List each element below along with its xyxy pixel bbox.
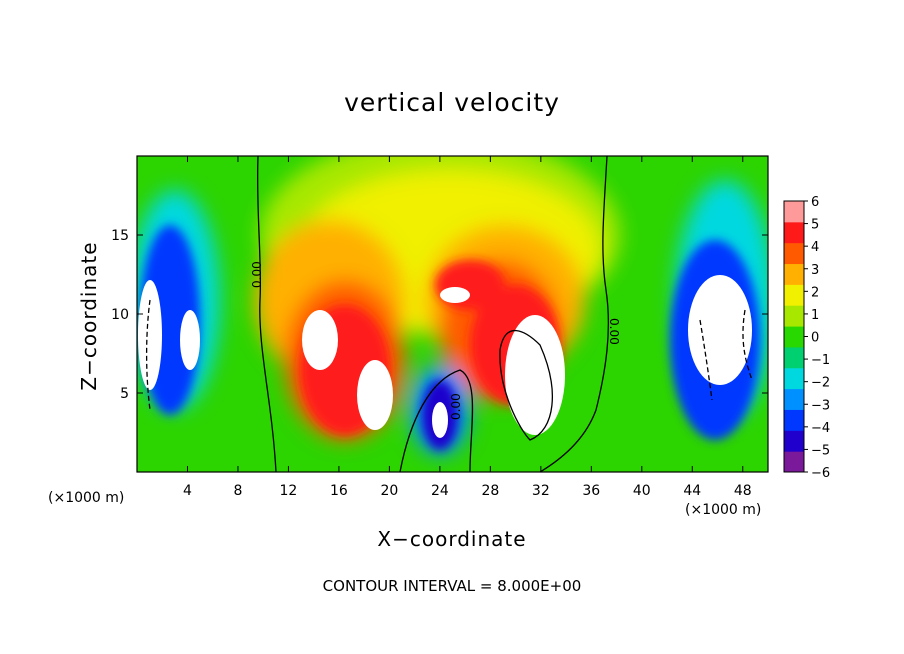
downdraft-core-mid xyxy=(432,402,448,438)
x-axis-label: X−coordinate xyxy=(377,527,527,551)
y-tick-label: 15 xyxy=(111,228,129,244)
colorbar-swatch xyxy=(784,326,804,348)
colorbar-swatch xyxy=(784,388,804,410)
x-tick-label: 12 xyxy=(280,483,298,499)
x-tick-label: 20 xyxy=(380,483,398,499)
colorbar-swatch xyxy=(784,242,804,265)
colorbar-swatch xyxy=(784,305,804,327)
y-axis: 5 10 15 xyxy=(111,228,768,402)
colorbar-tick-label: −4 xyxy=(811,421,830,436)
downdraft-core-left xyxy=(138,280,162,390)
updraft-core-2 xyxy=(357,360,393,430)
contour-lines xyxy=(145,156,753,472)
colorbar-swatch xyxy=(784,346,804,369)
y-tick-label: 5 xyxy=(120,386,129,402)
x-tick-label: 32 xyxy=(532,483,550,499)
x-tick-label: 44 xyxy=(683,483,701,499)
x-tick-label: 40 xyxy=(633,483,651,499)
colorbar-swatch xyxy=(784,430,804,452)
colorbar-swatch xyxy=(784,221,804,244)
zero-contour-right xyxy=(539,156,610,472)
downdraft-contour-right-1 xyxy=(699,319,713,401)
contour-label-mid: 0.00 xyxy=(449,393,463,420)
downdraft-core-right xyxy=(688,275,752,385)
updraft-core-4 xyxy=(440,287,470,303)
contour-label-right: 0.00 xyxy=(607,318,621,345)
colorbar-tick-label: 1 xyxy=(811,308,819,323)
colorbar-tick-label: 0 xyxy=(811,331,819,346)
downdraft-contour-left xyxy=(145,299,151,411)
x-tick-label: 8 xyxy=(233,483,242,499)
x-tick-label: 4 xyxy=(183,483,192,499)
x-tick-label: 36 xyxy=(582,483,600,499)
x-tick-label: 16 xyxy=(330,483,348,499)
colorbar-tick-label: 3 xyxy=(811,263,819,278)
velocity-field: 0.00 0.00 0.00 xyxy=(137,156,768,472)
colorbar: 6 5 4 3 2 1 0 −1 −2 −3 −4 −5 −6 xyxy=(783,195,830,481)
colorbar-tick-label: −1 xyxy=(811,353,830,368)
contour-label-left: 0.00 xyxy=(250,261,264,288)
updraft-core-1 xyxy=(302,310,338,370)
zero-contour-left xyxy=(256,156,277,472)
colorbar-tick-label: −3 xyxy=(811,398,830,413)
downdraft-contour-right-2 xyxy=(742,309,753,381)
colorbar-tick-label: 6 xyxy=(811,195,819,210)
contour-interval-note: CONTOUR INTERVAL = 8.000E+00 xyxy=(322,577,582,595)
x-tick-label: 28 xyxy=(481,483,499,499)
colorbar-swatch xyxy=(784,263,804,285)
x-tick-label: 24 xyxy=(431,483,449,499)
colorbar-tick-label: −2 xyxy=(811,376,830,391)
x-unit-label-left: (×1000 m) xyxy=(48,490,125,506)
colorbar-tick-label: 2 xyxy=(811,285,819,300)
colorbar-tick-label: −6 xyxy=(811,466,830,481)
x-axis: 4 8 12 16 20 24 28 32 36 40 44 48 xyxy=(183,156,752,499)
updraft-contour xyxy=(499,329,553,441)
colorbar-swatch xyxy=(784,201,804,223)
colorbar-tick-label: −5 xyxy=(811,443,830,458)
colorbar-swatch xyxy=(784,284,804,306)
zero-contour-mid xyxy=(399,369,474,472)
x-tick-label: 48 xyxy=(734,483,752,499)
y-tick-label: 10 xyxy=(111,307,129,323)
chart-title: vertical velocity xyxy=(344,88,560,117)
updraft-core-3 xyxy=(505,315,565,435)
colorbar-tick-label: 5 xyxy=(811,218,819,233)
colorbar-swatch xyxy=(784,451,804,473)
colorbar-swatch xyxy=(784,367,804,390)
x-unit-label-right: (×1000 m) xyxy=(685,502,762,518)
colorbar-tick-label: 4 xyxy=(811,240,819,255)
colorbar-swatch xyxy=(784,409,804,431)
downdraft-core-left2 xyxy=(180,310,200,370)
